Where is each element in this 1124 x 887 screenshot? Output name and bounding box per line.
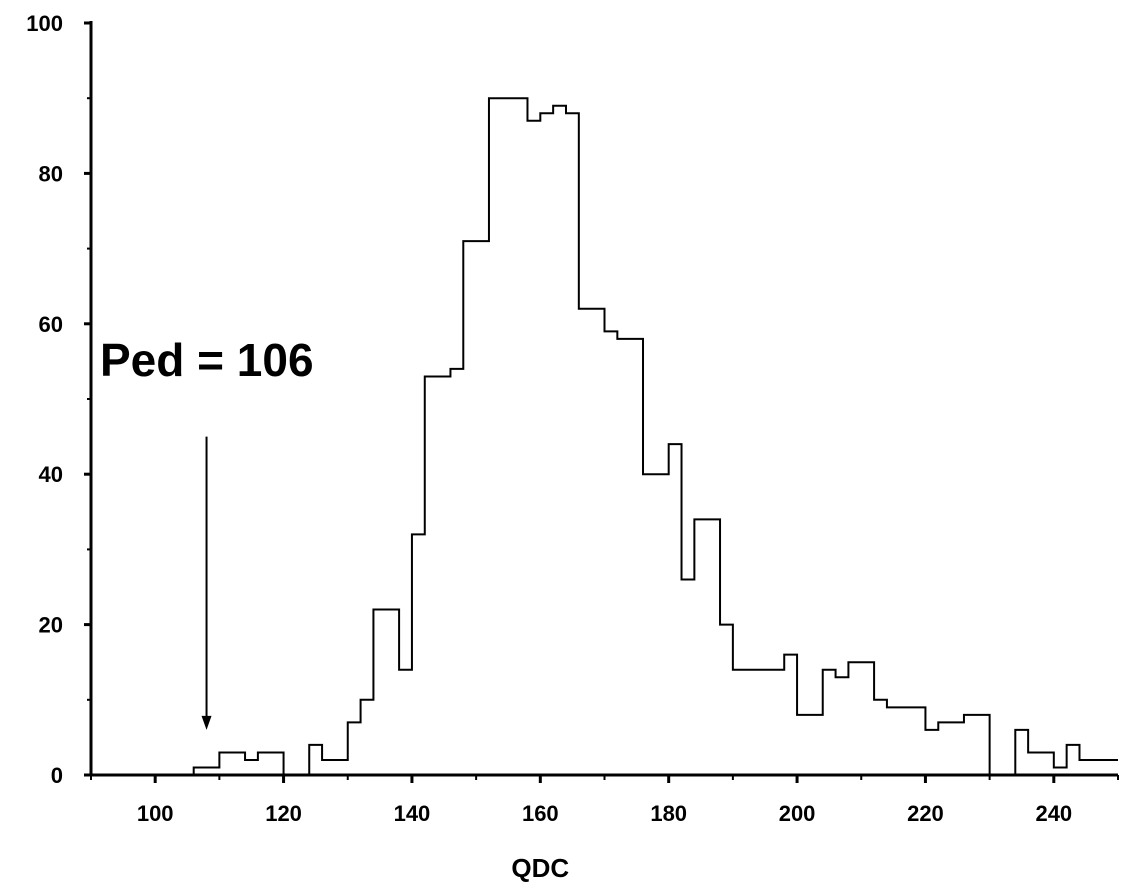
histogram-bin: [527, 121, 540, 775]
histogram-bin: [951, 722, 964, 775]
histogram-bin: [720, 625, 733, 775]
y-tick-label: 60: [39, 312, 63, 337]
annotation-label: Ped = 106: [100, 334, 314, 386]
histogram-bin: [540, 113, 553, 775]
histogram-bin: [194, 767, 207, 775]
histogram-bin: [784, 655, 797, 775]
histogram-bin: [964, 715, 977, 775]
histogram-bin: [309, 745, 322, 775]
histogram-bin: [938, 722, 951, 775]
histogram-bin: [733, 670, 746, 775]
histogram-bin: [1105, 760, 1118, 775]
histogram-bin: [335, 760, 348, 775]
annotations: Ped = 106: [100, 334, 314, 730]
histogram-bin: [502, 98, 515, 775]
histogram-bin: [925, 730, 938, 775]
histogram-series: [91, 97, 1118, 776]
x-tick-label: 200: [779, 801, 816, 826]
annotation-arrow-head: [201, 715, 212, 730]
histogram-bin: [848, 662, 861, 775]
x-tick-label: 160: [522, 801, 559, 826]
histogram-bin: [861, 662, 874, 775]
histogram-bin: [694, 519, 707, 775]
histogram-bin: [605, 331, 618, 775]
histogram-bin: [245, 760, 258, 775]
histogram-bin: [887, 707, 900, 775]
x-axis-title: QDC: [511, 853, 569, 883]
histogram-bin: [823, 670, 836, 775]
histogram-bin: [643, 474, 656, 775]
histogram-bin: [566, 113, 579, 775]
histogram-bin: [1041, 752, 1054, 775]
histogram-bin: [630, 339, 643, 775]
histogram-bin: [412, 534, 425, 775]
histogram-bin: [913, 707, 926, 775]
histogram-bin: [489, 98, 502, 775]
histogram-bin: [759, 670, 772, 775]
histogram-bin: [592, 309, 605, 775]
histogram-bin: [553, 106, 566, 775]
histogram-bin: [271, 752, 284, 775]
histogram-bin: [771, 670, 784, 775]
histogram-bin: [617, 339, 630, 775]
axes: 0 20 40 60 80 100 100 120 140 160 180 200 220 240: [26, 11, 1119, 826]
histogram-outline: [91, 97, 1118, 776]
x-tick-label: 220: [907, 801, 944, 826]
y-tick-label: 20: [39, 613, 63, 638]
histogram-bin: [797, 715, 810, 775]
histogram-bin: [258, 752, 271, 775]
y-tick-label: 0: [51, 763, 63, 788]
x-tick-label: 140: [394, 801, 431, 826]
histogram-bin: [579, 309, 592, 775]
y-tick-label: 100: [26, 11, 63, 36]
histogram-bin: [463, 241, 476, 775]
histogram-bin: [1028, 752, 1041, 775]
x-tick-label: 180: [650, 801, 687, 826]
x-tick-label: 100: [137, 801, 174, 826]
histogram-bin: [1067, 745, 1080, 775]
histogram-bin: [977, 715, 990, 775]
histogram-bin: [386, 610, 399, 775]
y-tick-label: 80: [39, 161, 63, 186]
histogram-bin: [1054, 767, 1067, 775]
histogram-bin: [425, 376, 438, 775]
histogram-bin: [1092, 760, 1105, 775]
histogram-bin: [707, 519, 720, 775]
histogram-bin: [682, 579, 695, 775]
histogram-bin: [515, 98, 528, 775]
histogram-bin: [1015, 730, 1028, 775]
histogram-bin: [476, 241, 489, 775]
x-tick-label: 120: [265, 801, 302, 826]
histogram-bin: [450, 369, 463, 775]
histogram-bin: [874, 700, 887, 775]
histogram-bin: [232, 752, 245, 775]
histogram-bin: [1079, 760, 1092, 775]
histogram-bin: [322, 760, 335, 775]
y-tick-label: 40: [39, 462, 63, 487]
histogram-bin: [810, 715, 823, 775]
histogram-bin: [361, 700, 374, 775]
x-tick-label: 240: [1035, 801, 1072, 826]
histogram-bin: [399, 670, 412, 775]
histogram-bin: [669, 444, 682, 775]
histogram-bin: [900, 707, 913, 775]
histogram-bin: [438, 376, 451, 775]
histogram-bin: [746, 670, 759, 775]
histogram-bin: [219, 752, 232, 775]
histogram-bin: [656, 474, 669, 775]
histogram-bin: [836, 677, 849, 775]
histogram-bin: [373, 610, 386, 775]
histogram-bin: [207, 767, 220, 775]
histogram-bin: [348, 722, 361, 775]
